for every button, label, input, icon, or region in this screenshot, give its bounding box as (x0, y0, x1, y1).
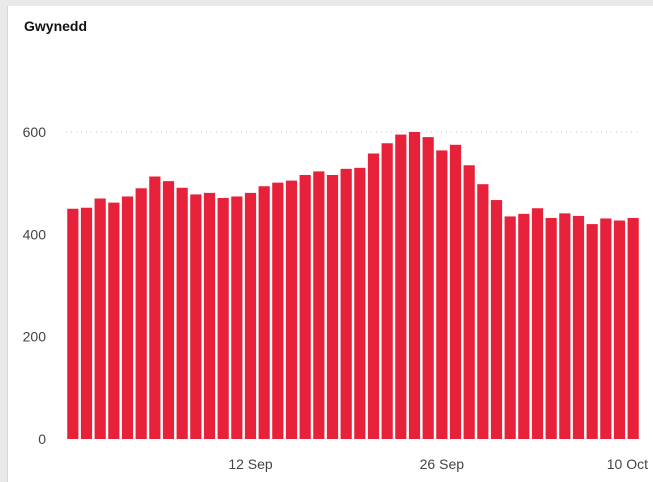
bar[interactable] (299, 174, 311, 440)
bar[interactable] (559, 213, 571, 439)
bar[interactable] (217, 198, 229, 439)
chart-title: Gwynedd (24, 18, 88, 34)
bar[interactable] (176, 187, 188, 439)
bar[interactable] (518, 213, 530, 439)
bar[interactable] (381, 143, 393, 440)
bar[interactable] (422, 137, 434, 439)
bar[interactable] (477, 184, 489, 439)
bar[interactable] (504, 216, 516, 439)
bar[interactable] (135, 188, 147, 439)
x-tick-label: 10 Oct (607, 456, 648, 472)
bar[interactable] (149, 176, 161, 439)
bar[interactable] (627, 217, 639, 439)
y-tick-label: 600 (23, 124, 47, 140)
bar[interactable] (285, 180, 298, 439)
bar[interactable] (244, 192, 257, 439)
bar[interactable] (367, 153, 380, 440)
x-tick-label: 12 Sep (228, 456, 273, 472)
bar[interactable] (340, 168, 352, 439)
bar[interactable] (190, 194, 202, 439)
bar[interactable] (67, 208, 79, 439)
bar[interactable] (80, 207, 93, 439)
bar[interactable] (258, 186, 270, 439)
bar[interactable] (203, 192, 216, 439)
bar[interactable] (545, 217, 557, 439)
bar[interactable] (449, 144, 462, 439)
bar[interactable] (436, 150, 448, 440)
bar[interactable] (272, 182, 284, 439)
x-tick-label: 26 Sep (420, 456, 465, 472)
bar[interactable] (586, 224, 598, 439)
bar[interactable] (531, 208, 544, 439)
bar[interactable] (162, 181, 175, 439)
bar[interactable] (94, 198, 106, 439)
y-tick-label: 200 (23, 329, 47, 345)
bar[interactable] (490, 200, 503, 439)
bar[interactable] (395, 134, 407, 439)
bar[interactable] (326, 174, 339, 440)
bar[interactable] (463, 165, 475, 439)
bar[interactable] (121, 196, 134, 439)
bar[interactable] (313, 171, 325, 440)
bar[interactable] (408, 132, 421, 439)
bar[interactable] (108, 202, 120, 439)
bar[interactable] (572, 215, 585, 439)
bar[interactable] (600, 218, 612, 439)
bar[interactable] (613, 220, 626, 439)
bar[interactable] (231, 196, 243, 439)
bar[interactable] (354, 167, 366, 440)
y-tick-label: 400 (23, 226, 47, 242)
y-tick-label: 0 (38, 431, 46, 447)
